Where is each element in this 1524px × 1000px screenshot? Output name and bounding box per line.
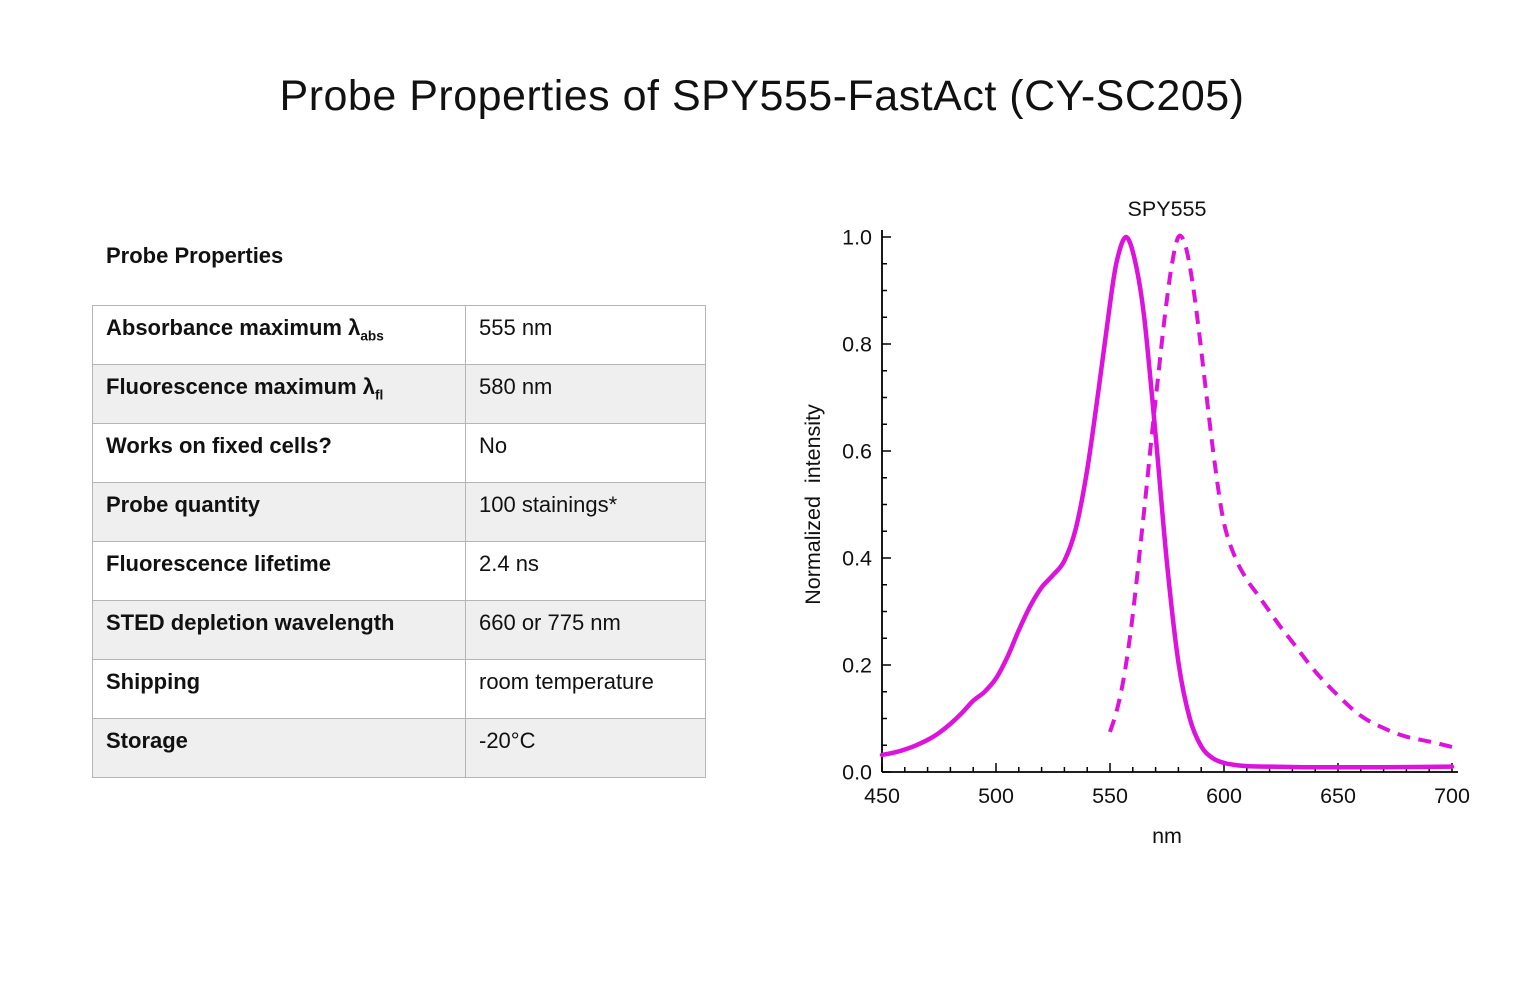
property-label-cell: Works on fixed cells? (92, 423, 466, 483)
page-title: Probe Properties of SPY555-FastAct (CY-S… (279, 72, 1245, 120)
y-axis-label: Normalized intensity (801, 404, 825, 605)
property-label-cell: STED depletion wavelength (92, 600, 466, 660)
property-label: Shipping (106, 669, 201, 694)
table-row: Probe quantity 100 stainings* (92, 482, 706, 542)
absorbance-curve (879, 234, 1455, 770)
property-value-cell: 660 or 775 nm (465, 600, 706, 660)
y-tick-label: 0.0 (842, 761, 872, 785)
chart-title: SPY555 (1128, 197, 1207, 221)
property-label: Probe quantity (106, 492, 261, 517)
table-row: STED depletion wavelength 660 or 775 nm (92, 600, 706, 660)
property-value-cell: 100 stainings* (465, 482, 706, 542)
property-value-cell: 580 nm (465, 364, 706, 424)
property-label-cell: Shipping (92, 659, 466, 719)
property-label: Absorbance maximum λ (106, 315, 361, 340)
x-tick-label: 550 (1092, 784, 1128, 808)
property-label: Storage (106, 728, 188, 753)
y-tick-label: 0.8 (842, 333, 872, 357)
property-label: Fluorescence maximum λ (106, 374, 376, 399)
probe-properties-table: Absorbance maximum λabs 555 nm Fluoresce… (92, 305, 706, 778)
x-tick-label: 700 (1434, 784, 1470, 808)
spectra-chart-svg: 450 500 550 600 650 700 0.0 0.2 0.4 0.6 0.8 1.0 nm No… (801, 197, 1470, 848)
property-value-cell: -20°C (465, 718, 706, 778)
y-tick-label: 0.6 (842, 440, 872, 464)
property-label-cell: Storage (92, 718, 466, 778)
property-label: Fluorescence lifetime (106, 551, 331, 576)
x-tick-label: 500 (978, 784, 1014, 808)
table-row: Fluorescence lifetime 2.4 ns (92, 541, 706, 601)
x-tick-label: 650 (1320, 784, 1356, 808)
property-label: STED depletion wavelength (106, 610, 395, 635)
table-heading: Probe Properties (106, 243, 284, 268)
property-value-cell: 555 nm (465, 305, 706, 365)
spectra-chart: 450 500 550 600 650 700 0.0 0.2 0.4 0.6 0.8 1.0 nm No… (795, 185, 1505, 875)
table-row: Shipping room temperature (92, 659, 706, 719)
property-value-cell: No (465, 423, 706, 483)
emission-curve (1108, 233, 1453, 749)
y-tick-label: 1.0 (842, 226, 872, 250)
property-label-cell: Absorbance maximum λabs (92, 305, 466, 365)
y-tick-label: 0.2 (842, 654, 872, 678)
property-label-cell: Fluorescence maximum λfl (92, 364, 466, 424)
x-tick-label: 450 (864, 784, 900, 808)
property-value-cell: 2.4 ns (465, 541, 706, 601)
property-label-subscript: fl (375, 387, 384, 403)
table-row: Fluorescence maximum λfl 580 nm (92, 364, 706, 424)
property-label-cell: Probe quantity (92, 482, 466, 542)
table-row: Storage -20°C (92, 718, 706, 778)
table-row: Works on fixed cells? No (92, 423, 706, 483)
property-label-subscript: abs (360, 328, 384, 344)
table-row: Absorbance maximum λabs 555 nm (92, 305, 706, 365)
property-label-cell: Fluorescence lifetime (92, 541, 466, 601)
x-axis-label: nm (1152, 824, 1182, 848)
y-tick-label: 0.4 (842, 547, 872, 571)
x-tick-label: 600 (1206, 784, 1242, 808)
property-label: Works on fixed cells? (106, 433, 332, 458)
property-value-cell: room temperature (465, 659, 706, 719)
